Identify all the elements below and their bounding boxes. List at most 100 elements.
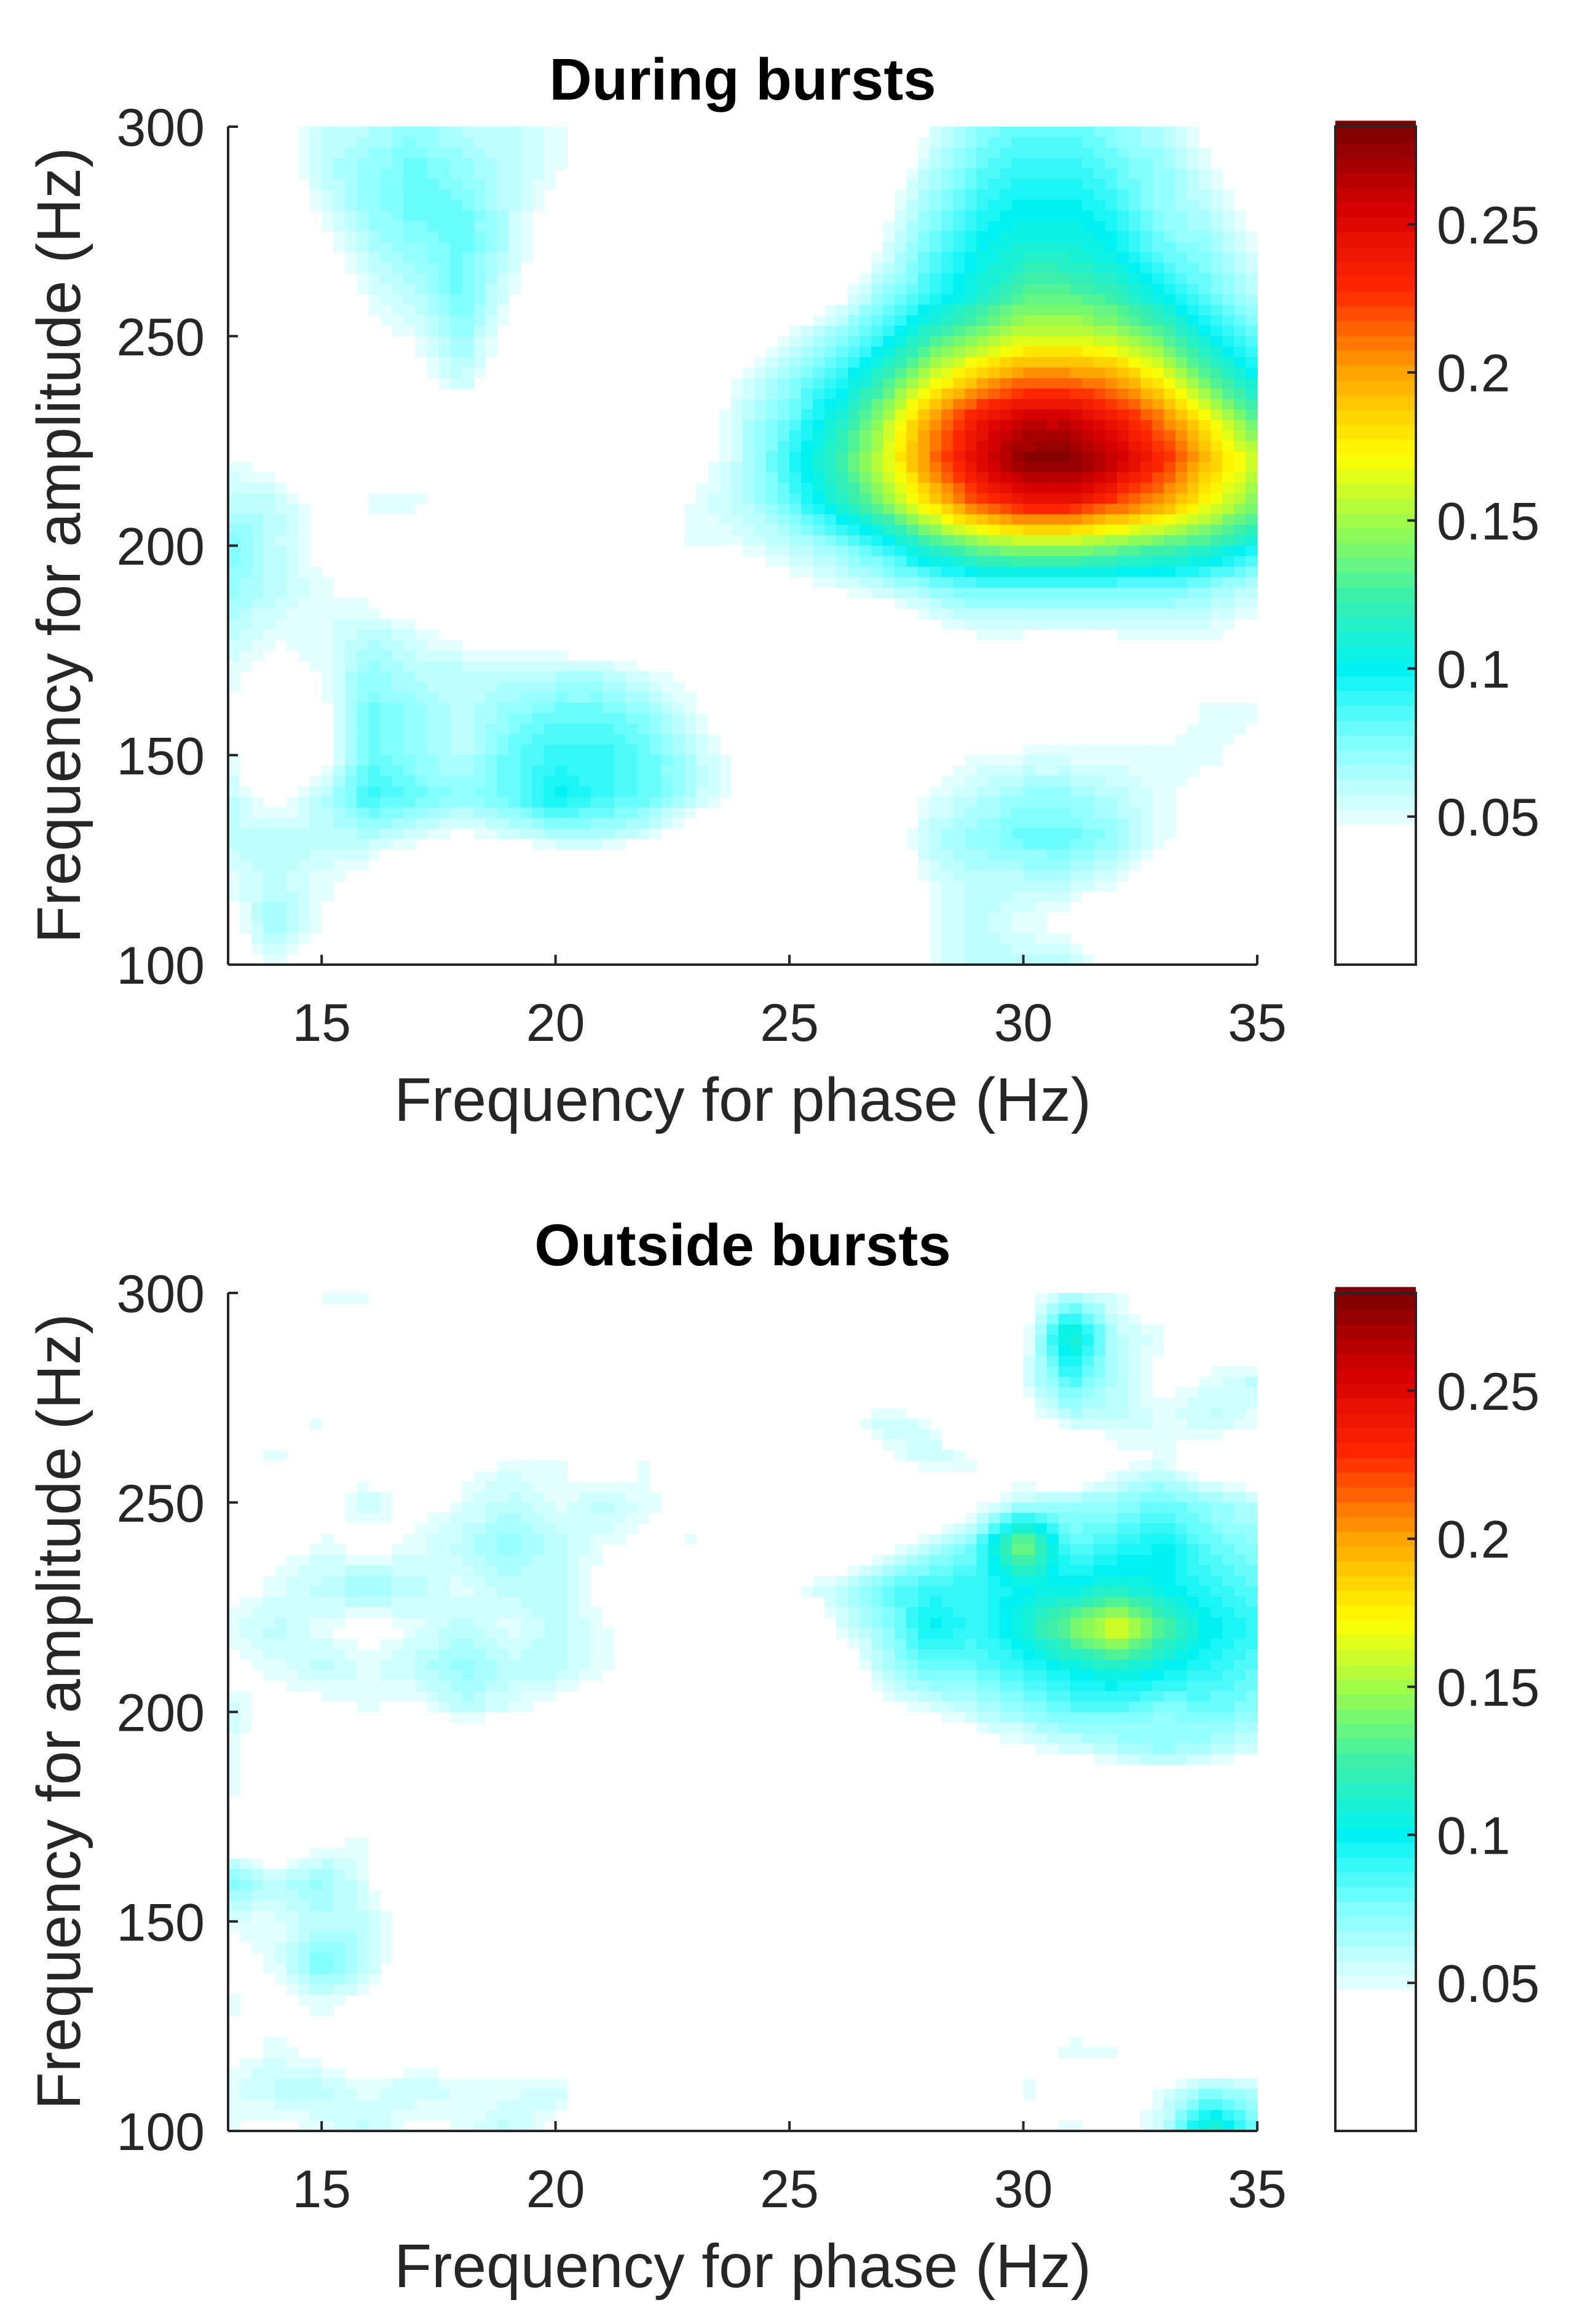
heatmap-cell <box>508 765 521 777</box>
heatmap-cell <box>883 294 896 306</box>
heatmap-cell <box>976 587 989 599</box>
heatmap-cell <box>1175 294 1188 306</box>
heatmap-cell <box>918 1554 931 1566</box>
heatmap-cell <box>918 1429 931 1441</box>
heatmap-cell <box>263 598 275 609</box>
heatmap-cell <box>251 1649 264 1661</box>
heatmap-cell <box>789 420 802 431</box>
heatmap-cell <box>532 724 545 735</box>
heatmap-cell <box>286 1984 299 1996</box>
heatmap-cell <box>263 472 275 484</box>
heatmap-cell <box>450 713 463 724</box>
heatmap-cell <box>508 1586 521 1597</box>
heatmap-cell <box>427 2099 440 2111</box>
heatmap-cell <box>1116 409 1129 421</box>
heatmap-cell <box>1105 409 1118 421</box>
heatmap-cell <box>392 1680 405 1692</box>
heatmap-cell <box>345 2089 358 2100</box>
heatmap-cell <box>473 724 486 735</box>
heatmap-cell <box>1198 420 1211 431</box>
heatmap-cell <box>403 221 416 232</box>
heatmap-cell <box>1163 377 1176 389</box>
heatmap-cell <box>953 346 966 358</box>
heatmap-cell <box>251 2047 264 2058</box>
heatmap-cell <box>906 336 919 347</box>
heatmap-cell <box>976 336 989 347</box>
heatmap-cell <box>1210 577 1223 588</box>
heatmap-cell <box>438 127 451 138</box>
heatmap-cell <box>555 1554 568 1566</box>
heatmap-cell <box>871 1554 884 1566</box>
heatmap-cell <box>497 724 510 735</box>
heatmap-cell <box>520 776 533 788</box>
heatmap-cell <box>508 179 521 191</box>
heatmap-cell <box>1011 168 1024 180</box>
heatmap-cell <box>976 1533 989 1545</box>
heatmap-cell <box>672 755 685 767</box>
heatmap-cell <box>251 1618 264 1629</box>
heatmap-cell <box>1000 629 1013 641</box>
heatmap-cell <box>1140 619 1153 630</box>
heatmap-cell <box>1046 535 1059 547</box>
heatmap-cell <box>415 1544 428 1555</box>
heatmap-cell <box>1105 619 1118 630</box>
heatmap-cell <box>298 1544 310 1555</box>
heatmap-cell <box>1011 336 1024 347</box>
heatmap-cell <box>392 650 405 662</box>
heatmap-cell <box>895 1607 907 1618</box>
heatmap-cell <box>345 2078 358 2090</box>
heatmap-cell <box>462 221 475 232</box>
heatmap-cell <box>1093 441 1106 452</box>
heatmap-cell <box>1023 849 1036 861</box>
heatmap-cell <box>322 1628 334 1640</box>
heatmap-cell <box>976 1597 989 1608</box>
heatmap-cell <box>1070 336 1083 347</box>
heatmap-cell <box>730 388 743 400</box>
heatmap-cell <box>672 734 685 746</box>
heatmap-cell <box>1035 566 1048 578</box>
heatmap-cell <box>357 179 369 191</box>
heatmap-cell <box>953 797 966 808</box>
heatmap-cell <box>543 1618 556 1629</box>
heatmap-cell <box>918 839 931 850</box>
heatmap-cell <box>415 1691 428 1702</box>
heatmap-cell <box>485 2089 498 2100</box>
heatmap-cell <box>813 524 825 536</box>
heatmap-cell <box>918 451 931 462</box>
heatmap-cell <box>310 2099 322 2111</box>
heatmap-cell <box>930 148 942 159</box>
heatmap-cell <box>462 1565 475 1576</box>
heatmap-cell <box>1105 127 1118 138</box>
heatmap-cell <box>508 1638 521 1650</box>
heatmap-cell <box>953 336 966 347</box>
heatmap-cell <box>883 252 896 264</box>
heatmap-cell <box>263 493 275 505</box>
heatmap-cell <box>1093 179 1106 191</box>
heatmap-cell <box>357 1953 369 1964</box>
heatmap-cell <box>976 1691 989 1702</box>
heatmap-cell <box>1163 797 1176 808</box>
heatmap-cell <box>427 1576 440 1587</box>
heatmap-cell <box>976 577 989 588</box>
heatmap-cell <box>660 765 673 777</box>
heatmap-cell <box>497 1701 510 1713</box>
heatmap-cell <box>322 1848 334 1859</box>
heatmap-cell <box>1000 1712 1013 1723</box>
heatmap-cell <box>859 1638 872 1650</box>
heatmap-cell <box>895 472 907 484</box>
heatmap-cell <box>1222 304 1234 316</box>
heatmap-cell <box>322 692 334 703</box>
heatmap-cell <box>497 263 510 274</box>
heatmap-cell <box>368 283 381 295</box>
heatmap-cell <box>1058 283 1071 295</box>
colorbar-segment <box>1335 254 1416 262</box>
heatmap-cell <box>941 420 954 431</box>
heatmap-cell <box>941 839 954 850</box>
heatmap-cell <box>322 148 334 159</box>
colorbar-segment <box>1335 291 1416 299</box>
heatmap-cell <box>1093 430 1106 441</box>
colorbar-segment <box>1335 165 1416 173</box>
heatmap-cell <box>707 524 720 536</box>
heatmap-cell <box>672 681 685 693</box>
heatmap-cell <box>310 2078 322 2090</box>
